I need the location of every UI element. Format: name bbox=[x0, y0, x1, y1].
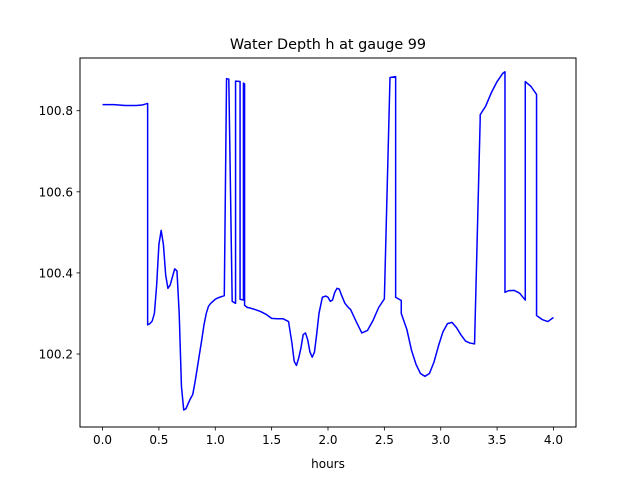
x-tick-label: 3.0 bbox=[431, 433, 450, 447]
y-tick-label: 100.2 bbox=[39, 348, 73, 362]
x-tick-label: 0.0 bbox=[93, 433, 112, 447]
x-axis-label: hours bbox=[311, 457, 345, 471]
x-tick-label: 2.0 bbox=[318, 433, 337, 447]
y-tick-label: 100.8 bbox=[39, 104, 73, 118]
y-tick-label: 100.6 bbox=[39, 185, 73, 199]
y-tick-label: 100.4 bbox=[39, 266, 73, 280]
x-tick-label: 0.5 bbox=[149, 433, 168, 447]
x-tick-label: 2.5 bbox=[375, 433, 394, 447]
x-tick-label: 1.5 bbox=[262, 433, 281, 447]
x-tick-label: 1.0 bbox=[206, 433, 225, 447]
x-tick-label: 3.5 bbox=[488, 433, 507, 447]
chart-title: Water Depth h at gauge 99 bbox=[230, 37, 426, 53]
series-line-0 bbox=[102, 71, 554, 411]
plot-area: 0.0 0.5 1.0 1.5 2.0 2.5 3.0 3.5 4.0 100.2 100.4 100… bbox=[39, 57, 577, 447]
x-tick-label: 4.0 bbox=[544, 433, 563, 447]
